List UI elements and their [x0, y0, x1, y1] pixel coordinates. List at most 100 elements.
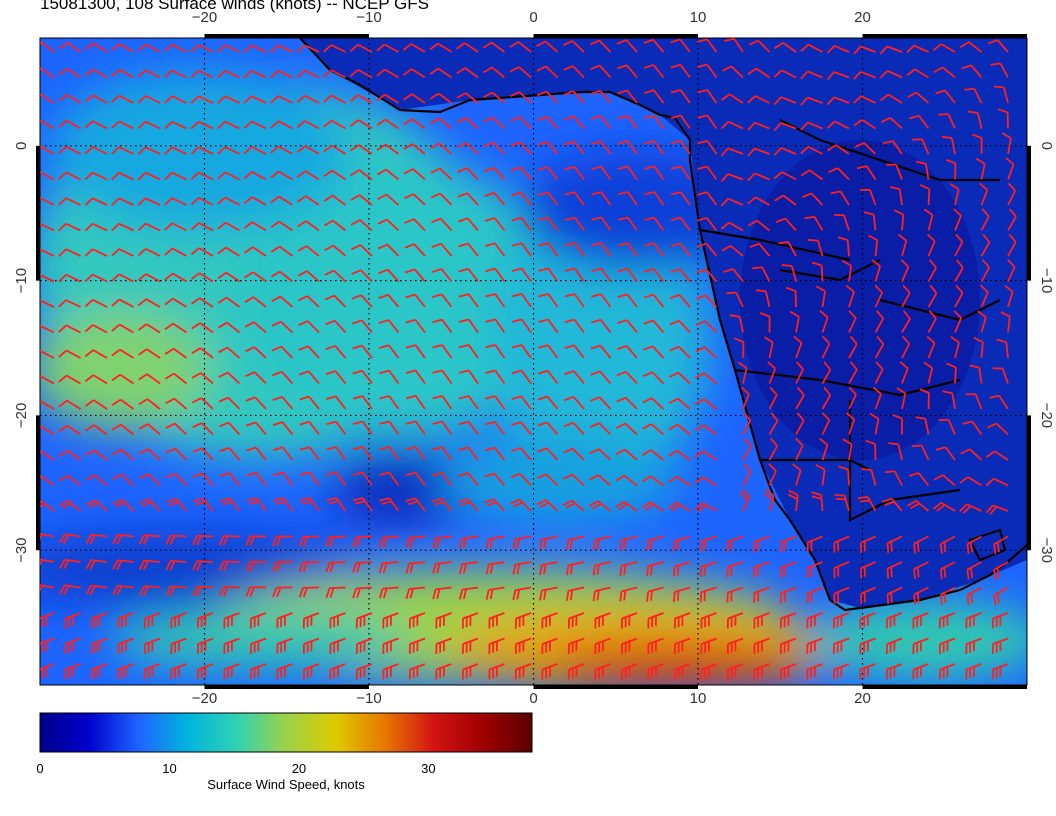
frame-tick-bar [36, 415, 40, 551]
wind-barb [379, 446, 400, 461]
wind-barb [40, 425, 55, 436]
wind-barb [431, 471, 453, 487]
wind-barb [885, 637, 903, 654]
frame-tick-bar [1027, 145, 1031, 281]
wind-barb [58, 374, 81, 385]
wind-barb [190, 247, 214, 257]
wind-barb [408, 637, 426, 654]
wind-barb [510, 141, 532, 155]
wind-barb [352, 420, 373, 436]
wind-barb [669, 345, 691, 359]
wind-barb [296, 170, 320, 181]
wind-barb [726, 663, 744, 680]
wind-barb [838, 465, 850, 486]
wind-barb [40, 119, 55, 130]
wind-barb [511, 395, 532, 410]
wind-barb [900, 259, 910, 282]
wind-barb [980, 208, 990, 231]
wind-barb [647, 612, 664, 629]
wind-barb [912, 663, 929, 680]
wind-barb [323, 44, 346, 53]
wind-barb [376, 68, 399, 79]
wind-barb [461, 637, 479, 654]
wind-barb [112, 473, 135, 487]
wind-barb [950, 336, 960, 359]
wind-barb [989, 394, 1009, 410]
wind-barb [511, 318, 532, 334]
wind-barb [861, 468, 877, 486]
wind-barb [270, 220, 294, 232]
wind-barb [272, 535, 293, 547]
wind-barb [297, 220, 320, 232]
wind-barb [378, 344, 400, 359]
wind-barb [954, 233, 964, 257]
wind-barb [271, 345, 294, 359]
wind-barb [245, 371, 267, 385]
wind-barb [768, 386, 778, 410]
wind-barb [538, 191, 559, 206]
wind-barb [753, 612, 770, 629]
wind-barb [298, 320, 320, 334]
wind-barb [40, 324, 55, 334]
wind-barb [804, 215, 824, 231]
wind-barb [270, 145, 293, 155]
wind-barb [350, 194, 373, 206]
wind-barb [564, 370, 585, 385]
wind-barb [912, 637, 929, 654]
wind-barb [800, 43, 823, 53]
wind-barb [827, 144, 850, 155]
wind-barb [564, 344, 585, 359]
wind-barb [298, 345, 320, 359]
wind-barb [826, 120, 850, 130]
wind-barb [882, 140, 903, 155]
wind-barb [897, 233, 908, 257]
wind-barb [329, 637, 346, 654]
wind-barb [915, 416, 930, 435]
wind-barb [539, 535, 558, 550]
wind-barb [217, 271, 241, 283]
wind-barb [939, 586, 956, 605]
wind-barb [459, 535, 479, 549]
wind-barb [965, 393, 983, 410]
wind-barb [620, 612, 638, 629]
wind-barb [408, 612, 426, 629]
wind-barb [111, 323, 134, 334]
wind-barb [923, 361, 934, 384]
frame-tick-bar [862, 685, 1027, 689]
wind-barb [541, 663, 558, 680]
wind-barb [670, 63, 691, 79]
wind-barb [800, 121, 823, 131]
wind-barb [1005, 157, 1015, 180]
wind-barb [672, 586, 691, 603]
wind-barb [919, 388, 930, 410]
wind-barb [164, 43, 187, 53]
wind-barb [85, 559, 108, 570]
wind-barb [432, 369, 453, 385]
wind-barb [457, 167, 479, 181]
wind-barb [591, 140, 612, 155]
wind-barb [885, 663, 903, 680]
frame-tick-bar [36, 145, 40, 281]
wind-barb [64, 612, 81, 629]
wind-barb [747, 219, 771, 232]
wind-barb [617, 319, 638, 334]
wind-barb [355, 637, 373, 654]
wind-barb [461, 612, 479, 629]
wind-barb [695, 346, 718, 359]
wind-barb [590, 318, 612, 334]
wind-barb [980, 284, 989, 308]
wind-barb [819, 310, 829, 333]
wind-barb [617, 242, 638, 257]
wind-barb [430, 142, 453, 155]
wind-barb [768, 412, 779, 435]
wind-barb [165, 585, 187, 597]
wind-barb [349, 69, 373, 79]
wind-barb [726, 586, 744, 603]
wind-barb [915, 160, 930, 180]
wind-barb [431, 268, 453, 283]
wind-barb [748, 39, 771, 53]
wind-barb [509, 41, 532, 53]
wind-barb [811, 261, 824, 282]
wind-barb [325, 561, 346, 573]
wind-barb [217, 44, 240, 53]
